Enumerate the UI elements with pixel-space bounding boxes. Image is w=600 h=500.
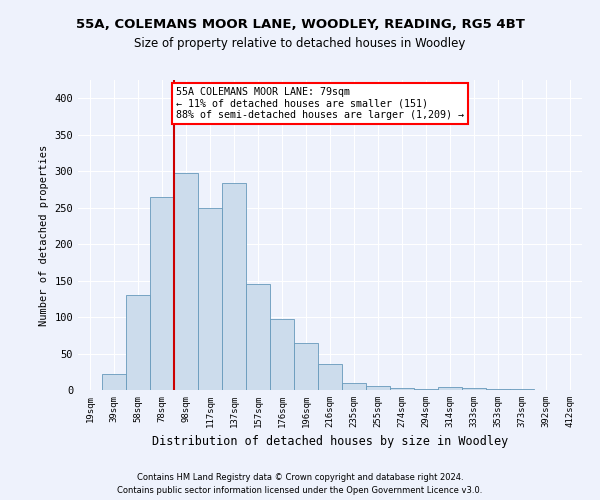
Bar: [342, 382, 366, 390]
Bar: [126, 295, 150, 390]
Bar: [174, 172, 198, 390]
Bar: [222, 183, 246, 390]
Bar: [294, 342, 318, 390]
Y-axis label: Number of detached properties: Number of detached properties: [39, 144, 49, 326]
Bar: [198, 208, 222, 390]
Text: Contains public sector information licensed under the Open Government Licence v3: Contains public sector information licen…: [118, 486, 482, 495]
Bar: [366, 386, 390, 390]
Text: 55A COLEMANS MOOR LANE: 79sqm
← 11% of detached houses are smaller (151)
88% of : 55A COLEMANS MOOR LANE: 79sqm ← 11% of d…: [176, 88, 464, 120]
Text: Contains HM Land Registry data © Crown copyright and database right 2024.: Contains HM Land Registry data © Crown c…: [137, 472, 463, 482]
Text: Size of property relative to detached houses in Woodley: Size of property relative to detached ho…: [134, 38, 466, 51]
Bar: [150, 196, 174, 390]
Bar: [390, 388, 414, 390]
Text: 55A, COLEMANS MOOR LANE, WOODLEY, READING, RG5 4BT: 55A, COLEMANS MOOR LANE, WOODLEY, READIN…: [76, 18, 524, 30]
Bar: [246, 284, 270, 390]
X-axis label: Distribution of detached houses by size in Woodley: Distribution of detached houses by size …: [152, 436, 508, 448]
Bar: [270, 319, 294, 390]
Bar: [462, 388, 486, 390]
Bar: [438, 387, 462, 390]
Bar: [102, 374, 126, 390]
Bar: [318, 364, 342, 390]
